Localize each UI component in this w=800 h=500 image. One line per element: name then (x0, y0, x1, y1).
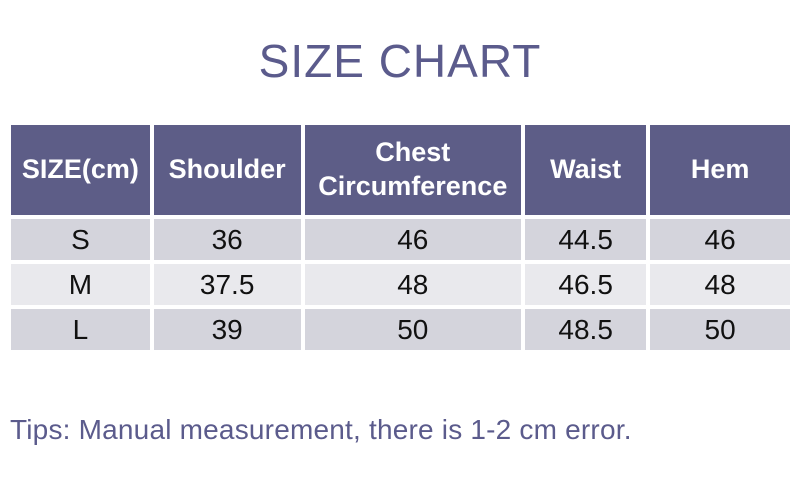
size-chart-table: SIZE(cm) Shoulder Chest Circumference Wa… (11, 125, 790, 350)
cell-s-size: S (11, 219, 150, 260)
column-header-hem: Hem (650, 125, 790, 215)
cell-l-size: L (11, 309, 150, 350)
cell-s-hem: 46 (650, 219, 790, 260)
cell-s-waist: 44.5 (525, 219, 647, 260)
cell-l-chest: 50 (304, 309, 522, 350)
cell-m-hem: 48 (650, 264, 790, 305)
cell-m-waist: 46.5 (525, 264, 647, 305)
column-header-shoulder: Shoulder (153, 125, 301, 215)
cell-l-shoulder: 39 (153, 309, 301, 350)
tips-note: Tips: Manual measurement, there is 1-2 c… (10, 414, 632, 445)
cell-m-size: M (11, 264, 150, 305)
cell-l-hem: 50 (650, 309, 790, 350)
column-header-chest-circumference: Chest Circumference (304, 125, 522, 215)
page-title: SIZE CHART (258, 35, 542, 87)
column-header-waist: Waist (525, 125, 647, 215)
column-header-size: SIZE(cm) (11, 125, 150, 215)
cell-m-chest: 48 (304, 264, 522, 305)
cell-s-shoulder: 36 (153, 219, 301, 260)
cell-s-chest: 46 (304, 219, 522, 260)
cell-l-waist: 48.5 (525, 309, 647, 350)
cell-m-shoulder: 37.5 (153, 264, 301, 305)
